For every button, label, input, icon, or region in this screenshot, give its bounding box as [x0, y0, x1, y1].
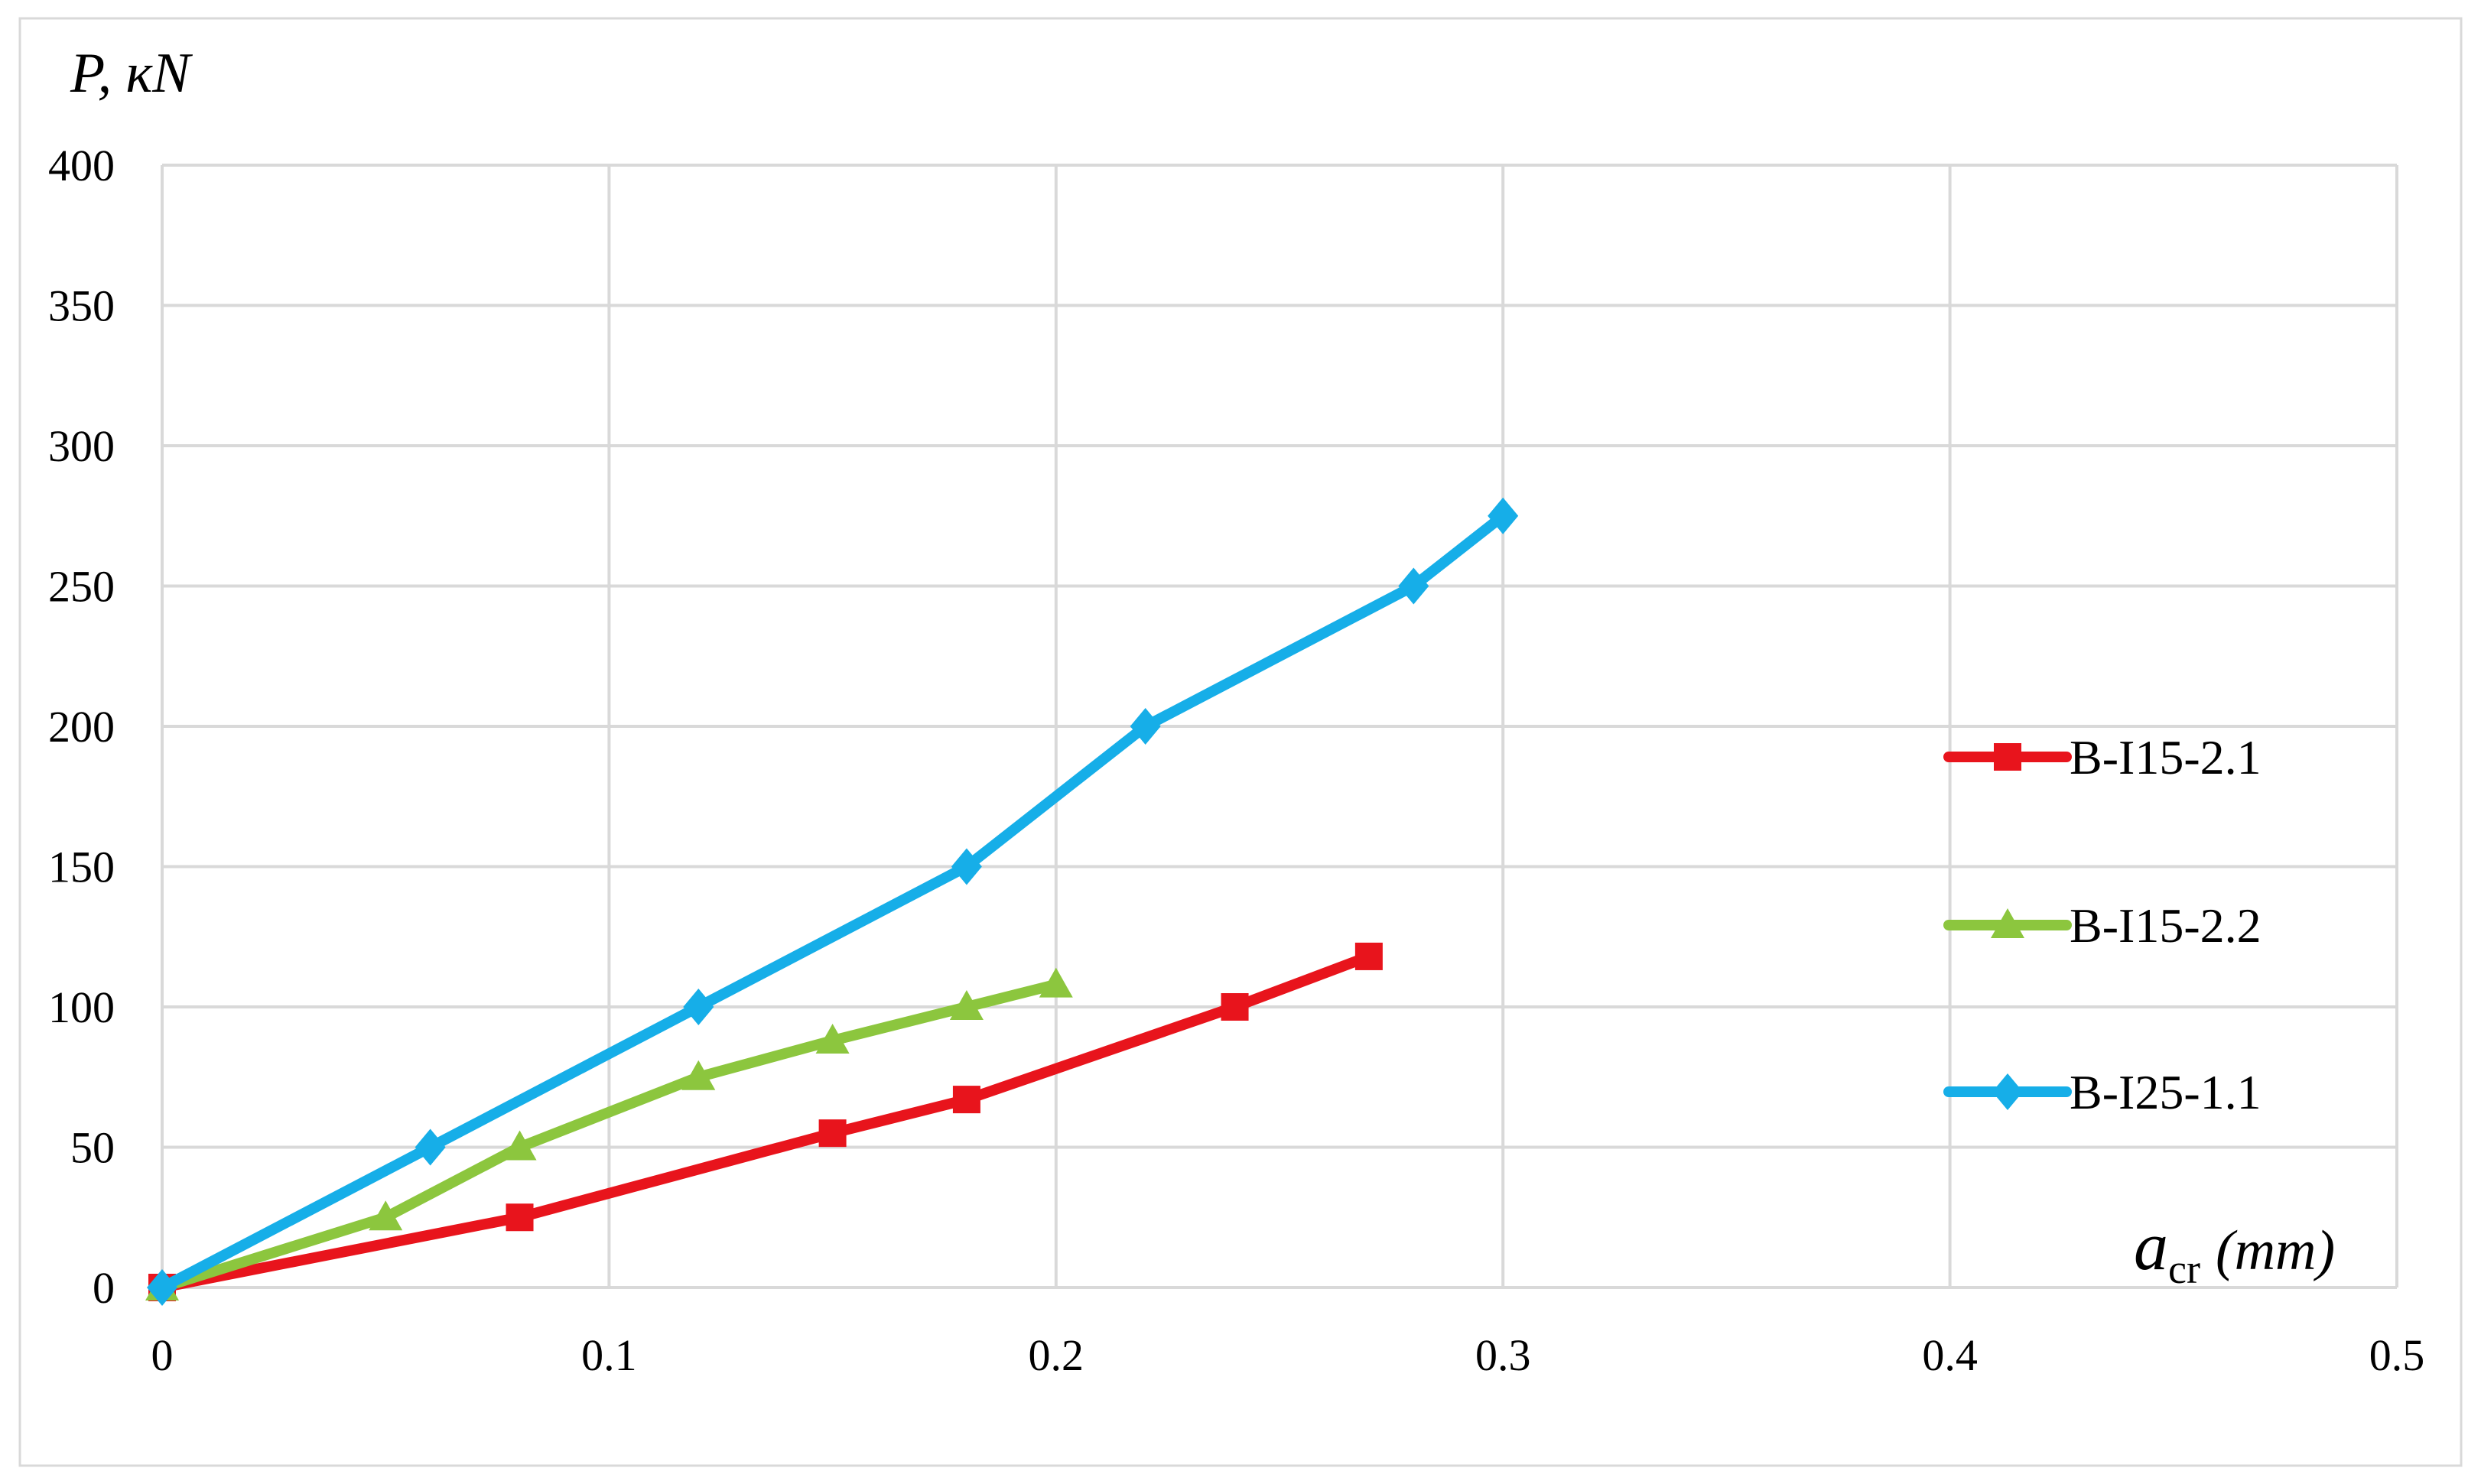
- data-point-marker: [1221, 993, 1249, 1021]
- data-point-marker: [506, 1203, 534, 1232]
- legend-entry: B-I25-1.1: [1943, 1065, 2262, 1119]
- x-tick-label: 0.3: [1475, 1330, 1531, 1380]
- series-line: [157, 950, 1374, 1293]
- data-point-marker: [1130, 708, 1161, 745]
- data-point-marker: [815, 1024, 850, 1054]
- data-point-marker: [683, 989, 714, 1025]
- chart-border: [18, 17, 2463, 1467]
- legend: B-I15-2.1 B-I15-2.2 B-I25-1.1: [1943, 730, 2262, 1119]
- tick-labels: 0 50 100 150 200 250 300 350 400 0 0.1 0.2 0.3 0.4 0.5: [48, 141, 2424, 1380]
- series-layer: [145, 497, 1519, 1306]
- data-point-marker: [369, 1200, 403, 1231]
- legend-marker: [1991, 908, 2024, 938]
- legend-label: B-I25-1.1: [2070, 1065, 2262, 1119]
- legend-marker: [1994, 743, 2021, 771]
- data-point-marker: [949, 990, 984, 1020]
- y-tick-label: 200: [48, 702, 115, 752]
- y-tick-label: 250: [48, 562, 115, 612]
- series-B-I25-1.1: [147, 497, 1519, 1306]
- x-axis-title: acr (mm): [2134, 1209, 2335, 1292]
- legend-marker: [1992, 1073, 2023, 1110]
- x-tick-label: 0.4: [1922, 1330, 1978, 1380]
- series-line: [157, 510, 1509, 1293]
- x-axis-title-unit: (mm): [2216, 1219, 2335, 1282]
- data-point-marker: [818, 1119, 847, 1148]
- y-tick-label: 350: [48, 281, 115, 331]
- y-tick-label: 0: [93, 1263, 115, 1313]
- data-point-marker: [951, 848, 982, 885]
- y-tick-label: 50: [70, 1123, 115, 1173]
- y-tick-label: 400: [48, 141, 115, 190]
- legend-entry: B-I15-2.2: [1943, 898, 2262, 953]
- data-point-marker: [147, 1269, 177, 1306]
- data-point-marker: [681, 1060, 716, 1090]
- x-tick-label: 0.2: [1029, 1330, 1084, 1380]
- series-B-I15-2.2: [145, 967, 1073, 1301]
- x-tick-label: 0.1: [581, 1330, 637, 1380]
- y-tick-label: 150: [48, 843, 115, 892]
- data-point-marker: [1354, 942, 1383, 970]
- data-point-marker: [952, 1086, 980, 1114]
- y-axis-title: P, кN: [70, 42, 193, 105]
- legend-label: B-I15-2.1: [2070, 730, 2262, 784]
- x-tick-label: 0: [151, 1330, 174, 1380]
- legend-entry: B-I15-2.1: [1943, 730, 2262, 784]
- legend-label: B-I15-2.2: [2070, 898, 2262, 953]
- grid-layer: [18, 17, 2463, 1467]
- x-axis-title-main: a: [2134, 1209, 2168, 1284]
- x-axis-title-subscript: cr: [2168, 1246, 2200, 1292]
- series-B-I15-2.1: [148, 942, 1383, 1301]
- data-point-marker: [415, 1128, 446, 1166]
- y-tick-label: 300: [48, 421, 115, 471]
- data-point-marker: [1398, 567, 1429, 605]
- data-point-marker: [502, 1130, 537, 1161]
- data-point-marker: [1039, 967, 1073, 998]
- x-tick-label: 0.5: [2369, 1330, 2425, 1380]
- data-point-marker: [1488, 497, 1519, 534]
- y-tick-label: 100: [48, 982, 115, 1032]
